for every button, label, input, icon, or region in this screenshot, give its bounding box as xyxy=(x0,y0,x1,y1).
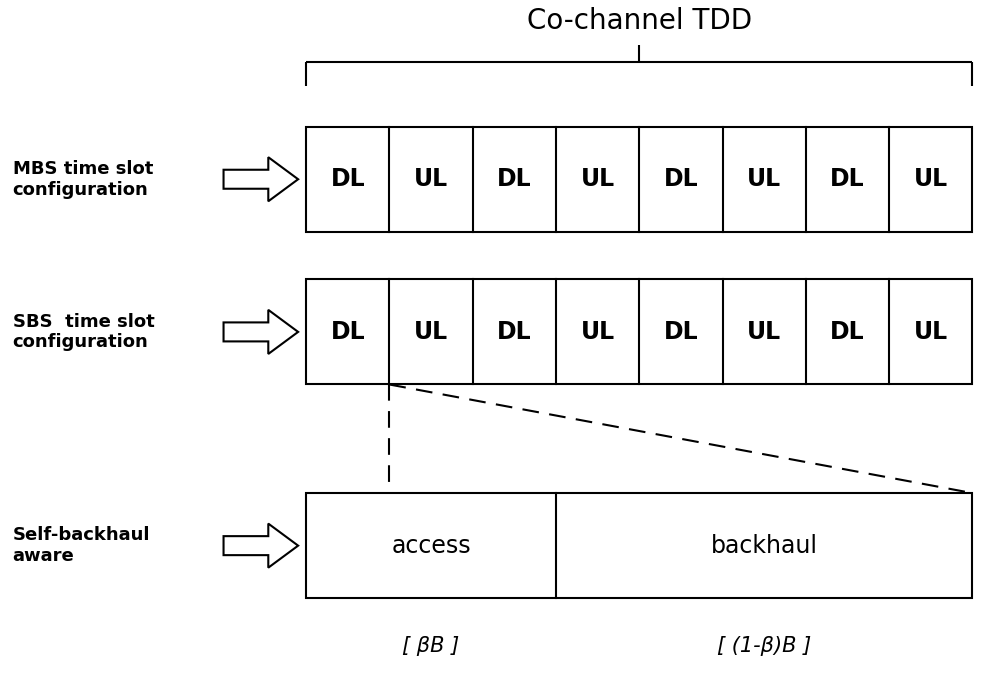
Text: DL: DL xyxy=(830,320,865,344)
Text: UL: UL xyxy=(747,167,781,191)
Bar xyxy=(306,493,972,599)
Bar xyxy=(306,279,972,384)
Text: UL: UL xyxy=(581,320,615,344)
Text: MBS time slot
configuration: MBS time slot configuration xyxy=(13,160,153,198)
Text: DL: DL xyxy=(497,320,532,344)
Text: UL: UL xyxy=(581,167,615,191)
Text: DL: DL xyxy=(330,320,365,344)
Polygon shape xyxy=(224,523,298,568)
Text: DL: DL xyxy=(664,167,698,191)
Text: UL: UL xyxy=(414,167,448,191)
Text: DL: DL xyxy=(497,167,532,191)
Text: UL: UL xyxy=(914,320,948,344)
Text: access: access xyxy=(391,534,471,557)
Text: [ (1-β)B ]: [ (1-β)B ] xyxy=(717,635,811,656)
Text: [ βB ]: [ βB ] xyxy=(402,635,460,656)
Text: DL: DL xyxy=(664,320,698,344)
Text: UL: UL xyxy=(914,167,948,191)
Polygon shape xyxy=(224,310,298,354)
Bar xyxy=(306,127,972,232)
Text: SBS  time slot
configuration: SBS time slot configuration xyxy=(13,313,154,351)
Text: Co-channel TDD: Co-channel TDD xyxy=(527,7,752,35)
Polygon shape xyxy=(224,157,298,201)
Text: DL: DL xyxy=(830,167,865,191)
Text: UL: UL xyxy=(414,320,448,344)
Text: Self-backhaul
aware: Self-backhaul aware xyxy=(13,526,150,565)
Text: UL: UL xyxy=(747,320,781,344)
Text: backhaul: backhaul xyxy=(711,534,818,557)
Text: DL: DL xyxy=(330,167,365,191)
